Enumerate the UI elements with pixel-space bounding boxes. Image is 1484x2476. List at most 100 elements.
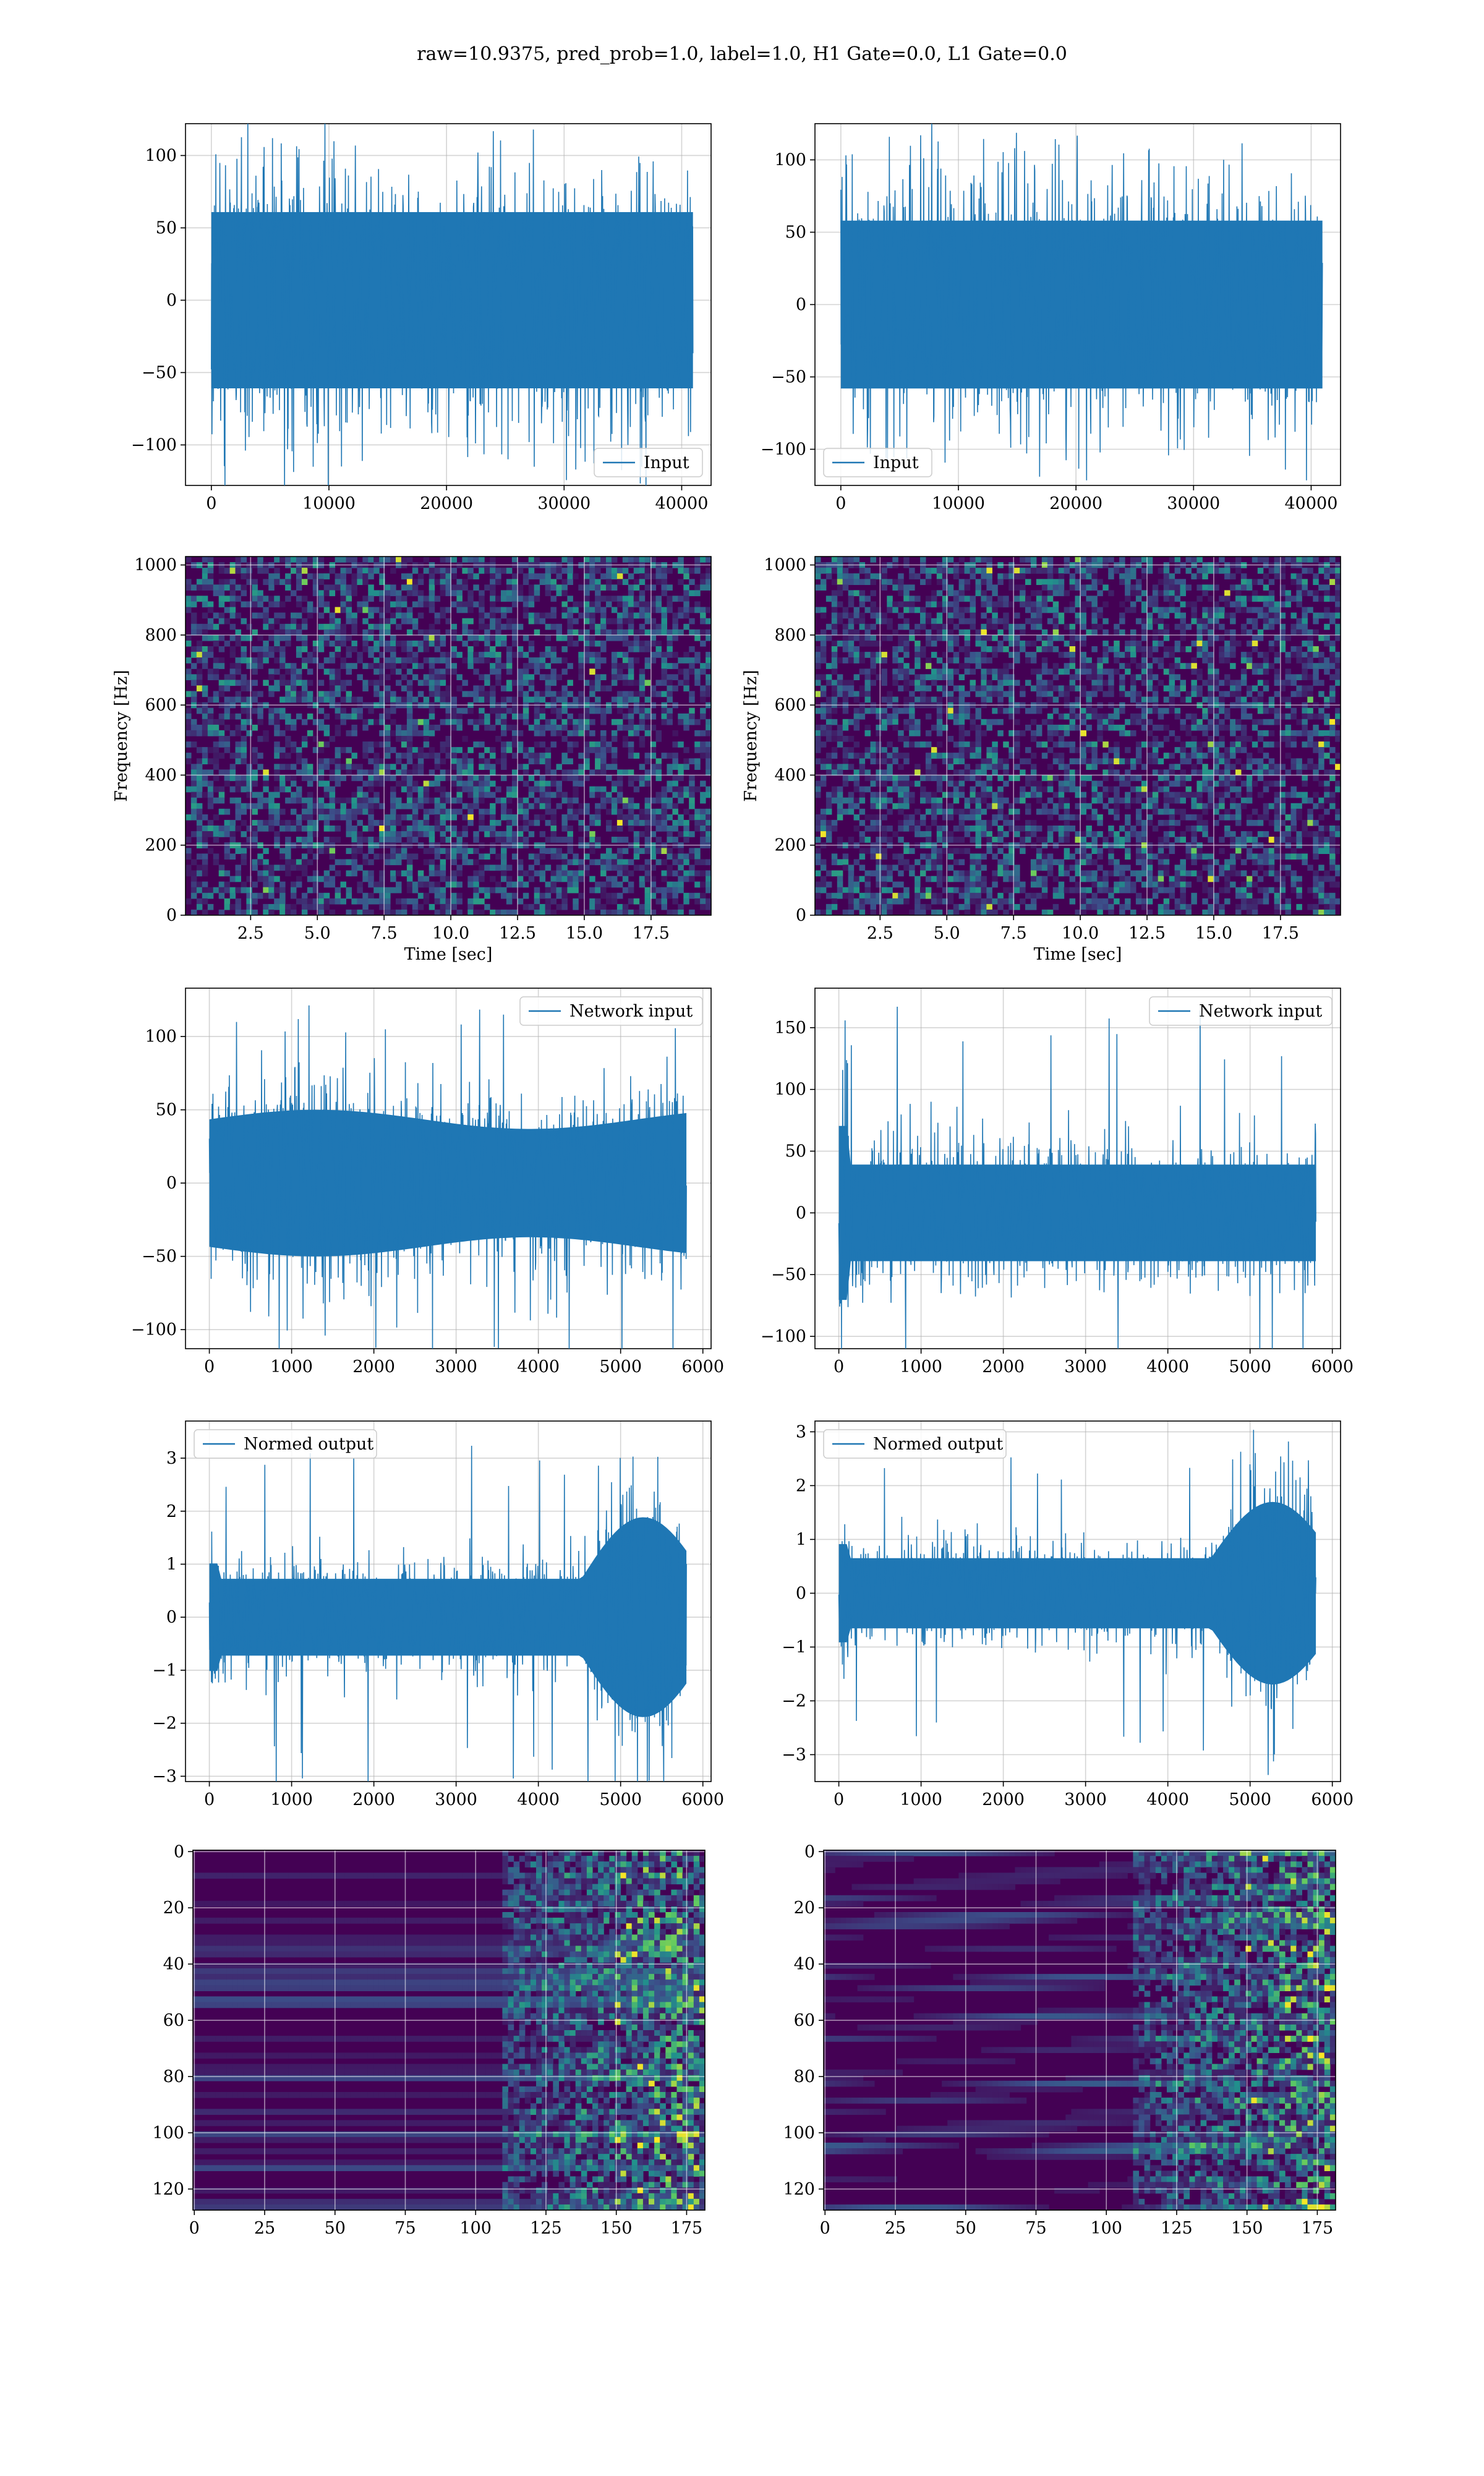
l1-spectrogram-cell [1003,910,1009,916]
h1-spectrogram-cell [197,646,203,652]
h1-spectrogram-cell [501,809,507,815]
h1-spectrogram-cell [540,814,546,821]
h1-spectrogram-cell [662,719,668,725]
h1-spectrogram-cell [390,820,396,826]
h1-spectrogram-cell [440,674,446,680]
h1-spectrogram-cell [556,635,563,641]
h1-spectrogram-cell [257,568,263,574]
l1-spectrogram-cell [1003,573,1009,579]
h1-spectrogram-cell [362,607,369,613]
h1-spectrogram-cell [628,809,634,815]
l1-spectrogram-cell [937,685,943,691]
h1-spectrogram-cell [672,775,678,781]
h1-spectrogram-cell [429,730,435,736]
h1-spectrogram-cell [628,668,634,675]
l1-spectrogram-cell [859,691,866,698]
h1-spectrogram-cell [689,798,695,804]
h1-spectrogram-cell [589,668,595,675]
l1-spectrogram-cell [898,798,904,804]
h1-spectrogram-cell [484,775,490,781]
h1-spectrogram-cell [683,613,689,619]
h1-spectrogram-cell [279,697,286,703]
h1-spectrogram-cell [246,887,252,894]
h1-spectrogram-cell [662,714,668,720]
h1-spectrogram-cell [257,753,263,759]
l1-spectrogram-cell [892,747,898,753]
l1-spectrogram-cell [887,809,893,815]
l1-spectrogram-cell [854,557,860,563]
h1-spectrogram-cell [689,792,695,798]
l1-spectrogram-cell [871,753,877,759]
l1-spectrogram-cell [997,809,1004,815]
h1-spectrogram-cell [440,904,446,910]
h1-spectrogram-cell [246,697,252,703]
l1-spectrogram-cell [871,668,877,675]
l1-spectrogram-cell [843,758,849,764]
l1-spectrogram-cell [876,826,882,832]
h1-spectrogram-cell [662,674,668,680]
h1-spectrogram-cell [385,708,391,714]
h1-spectrogram-cell [479,775,485,781]
h1-spectrogram-cell [479,899,485,905]
h1-spectrogram-cell [561,792,568,798]
h1-spectrogram-cell [678,882,684,888]
h1-spectrogram-cell [518,685,524,691]
h1-spectrogram-cell [683,792,689,798]
h1-spectrogram-cell [412,798,419,804]
h1-spectrogram-cell [318,697,325,703]
h1-spectrogram-cell [634,864,640,871]
h1-spectrogram-cell [213,758,220,764]
h1-spectrogram-cell [318,646,325,652]
h1-spectrogram-cell [285,859,291,865]
l1-spectrogram-cell [871,803,877,809]
h1-spectrogram-cell [390,730,396,736]
h1-spectrogram-cell [407,657,413,664]
h1-spectrogram-cell [296,579,302,585]
h1-spectrogram-cell [362,853,369,860]
l1-spectrogram-cell [937,697,943,703]
l1-spectrogram-cell [871,741,877,748]
h1-spectrogram-cell [456,607,463,613]
h1-spectrogram-cell [246,714,252,720]
h1-spectrogram-cell [567,641,573,647]
l1-spectrogram-cell [854,803,860,809]
h1-spectrogram-cell [407,618,413,625]
h1-spectrogram-cell [534,798,540,804]
h1-spectrogram-cell [296,798,302,804]
h1-spectrogram-cell [506,584,513,591]
h1-spectrogram-cell [456,853,463,860]
h1-spectrogram-cell [357,887,363,894]
h1-spectrogram-cell [683,668,689,675]
h1-spectrogram-cell [252,708,258,714]
l1-spectrogram-cell [821,725,827,731]
h1-spectrogram-cell [561,685,568,691]
h1-spectrogram-cell [523,708,529,714]
l1-spectrogram-cell [937,837,943,843]
h1-spectrogram-cell [551,741,557,748]
h1-spectrogram-cell [512,837,518,843]
h1-spectrogram-cell [307,613,313,619]
h1-spectrogram-cell [523,893,529,899]
h1-spectrogram-cell [678,820,684,826]
l1-spectrogram-cell [843,613,849,619]
l1-spectrogram-cell [965,775,971,781]
l1-spectrogram-cell [976,904,982,910]
h1-spectrogram-cell [440,787,446,793]
l1-spectrogram-cell [976,853,982,860]
h1-spectrogram-cell [561,691,568,698]
l1-spectrogram-cell [876,618,882,625]
h1-spectrogram-cell [473,685,479,691]
h1-spectrogram-cell [274,657,280,664]
h1-spectrogram-cell [490,584,496,591]
l1-spectrogram-cell [926,641,932,647]
h1-spectrogram-cell [401,618,407,625]
h1-spectrogram-cell [202,725,208,731]
h1-spectrogram-cell [617,820,623,826]
h1-spectrogram-cell [595,859,601,865]
l1-spectrogram-cell [854,787,860,793]
h1-spectrogram-cell [213,859,220,865]
h1-spectrogram-cell [219,787,225,793]
h1-spectrogram-cell [407,607,413,613]
l1-spectrogram-cell [865,826,871,832]
h1-spectrogram-cell [672,596,678,602]
